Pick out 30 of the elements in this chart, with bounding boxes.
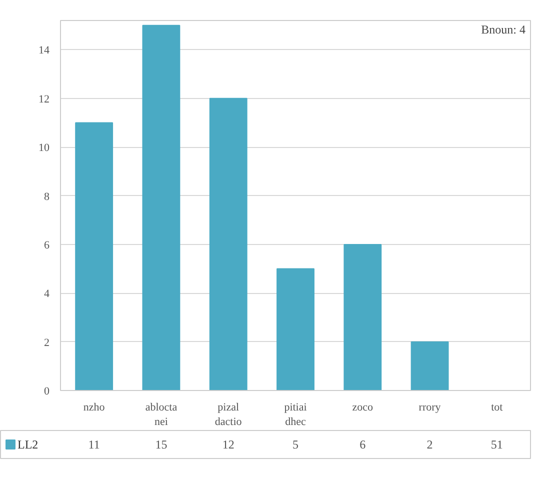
data-label: 12 [222, 438, 234, 452]
y-tick-label: 2 [44, 336, 50, 349]
bar [209, 98, 248, 390]
x-tick-label: zoco [352, 402, 374, 414]
y-tick-label: 0 [44, 386, 50, 398]
x-tick-label: rrory [418, 402, 442, 414]
y-tick-label: 6 [44, 239, 50, 252]
x-tick-label: pitiai dhec [284, 402, 307, 428]
data-label: 6 [360, 438, 366, 452]
annotation: Bnoun: 4 [481, 22, 526, 36]
x-tick-label: tot [491, 402, 503, 414]
y-tick-label: 14 [38, 44, 50, 57]
data-label: 15 [155, 438, 168, 452]
data-label: 2 [426, 438, 433, 452]
data-label: 5 [292, 438, 298, 452]
legend-label: LL2 [18, 438, 38, 452]
x-tick-label: pizal dactio [214, 402, 242, 428]
y-tick-label: 10 [38, 142, 50, 154]
y-tick-label: 8 [44, 190, 50, 203]
y-tick-label: 12 [38, 93, 50, 106]
data-label: 11 [88, 438, 100, 452]
y-tick-label: 4 [44, 288, 50, 300]
x-tick-label: ablocta nei [145, 402, 178, 428]
x-tick-label: nzho [83, 402, 106, 414]
bar [276, 268, 314, 390]
bar [142, 24, 180, 390]
bar [344, 244, 382, 390]
text: 51 [490, 438, 503, 452]
bar [410, 341, 449, 390]
bar [75, 122, 114, 390]
